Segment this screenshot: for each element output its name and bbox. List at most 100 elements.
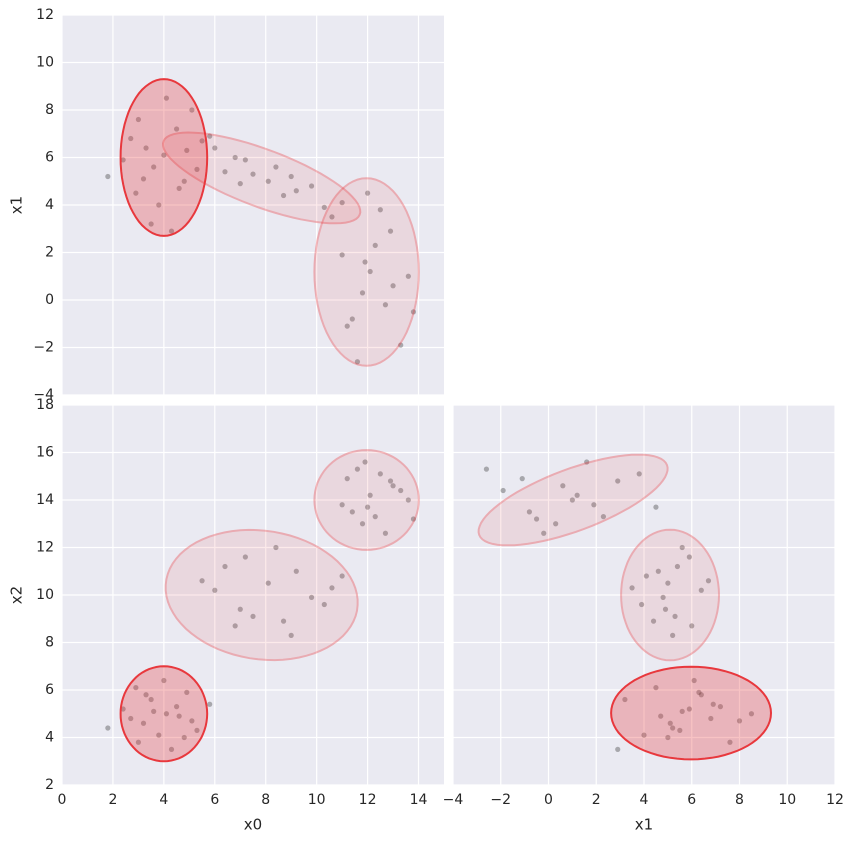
point xyxy=(641,732,647,738)
point xyxy=(691,677,697,684)
plot-area xyxy=(105,449,420,763)
point xyxy=(280,618,287,624)
point xyxy=(667,720,673,726)
x-tick-label: 4 xyxy=(640,792,649,808)
point xyxy=(143,145,149,151)
point xyxy=(273,544,279,551)
x-axis-label: x1 xyxy=(635,816,653,834)
point xyxy=(405,497,411,503)
point xyxy=(237,606,243,612)
y-tick-label: 16 xyxy=(36,445,54,461)
point xyxy=(541,530,547,536)
point xyxy=(354,359,361,365)
point xyxy=(410,516,417,522)
point xyxy=(574,492,580,498)
point xyxy=(705,578,712,584)
point xyxy=(288,173,294,180)
point xyxy=(736,718,743,724)
point xyxy=(161,677,167,684)
point xyxy=(377,471,383,477)
point xyxy=(148,221,154,227)
point xyxy=(143,692,149,698)
point xyxy=(387,478,394,484)
point xyxy=(151,708,157,714)
point xyxy=(273,164,279,170)
y-axis-label: x2 xyxy=(8,586,26,604)
y-tick-label: 12 xyxy=(36,540,54,556)
y-tick-label: 2 xyxy=(45,245,54,261)
point xyxy=(665,580,671,586)
x-tick-label: 0 xyxy=(58,792,67,808)
point xyxy=(181,734,187,741)
point xyxy=(140,720,147,726)
y-tick-label: 4 xyxy=(45,197,54,213)
point xyxy=(184,689,190,695)
point xyxy=(181,178,187,184)
point xyxy=(622,696,628,703)
point xyxy=(354,466,361,472)
y-tick-label: 6 xyxy=(45,682,54,698)
x-tick-label: 10 xyxy=(308,792,326,808)
point xyxy=(710,701,716,707)
point xyxy=(365,504,371,510)
y-tick-label: 10 xyxy=(36,587,54,603)
point xyxy=(405,273,411,279)
point xyxy=(174,704,180,710)
point xyxy=(560,483,566,489)
point xyxy=(105,173,111,180)
point xyxy=(639,601,645,608)
point xyxy=(670,632,676,638)
y-axis-label: x1 xyxy=(8,196,26,214)
point xyxy=(359,521,366,527)
point xyxy=(133,190,139,196)
point xyxy=(199,138,205,144)
point xyxy=(377,207,383,213)
point xyxy=(584,459,590,465)
x-tick-label: −4 xyxy=(443,792,464,808)
point xyxy=(643,573,649,579)
point xyxy=(349,316,355,322)
x-tick-label: 12 xyxy=(826,792,844,808)
point xyxy=(615,746,621,752)
point xyxy=(698,692,704,698)
point xyxy=(390,483,396,489)
x-tick-label: 2 xyxy=(108,792,117,808)
y-tick-label: 14 xyxy=(36,492,54,508)
y-tick-label: 4 xyxy=(45,730,54,746)
point xyxy=(362,259,368,265)
point xyxy=(553,521,559,527)
point xyxy=(362,459,368,465)
point xyxy=(344,323,350,329)
point xyxy=(655,568,661,574)
ellipse xyxy=(620,528,721,662)
ellipse xyxy=(119,78,209,237)
x-tick-label: 14 xyxy=(410,792,428,808)
point xyxy=(222,169,228,175)
x-tick-label: 0 xyxy=(544,792,553,808)
point xyxy=(365,190,371,196)
point xyxy=(398,342,404,348)
point xyxy=(120,157,126,163)
point xyxy=(128,135,134,142)
point xyxy=(519,476,525,482)
point xyxy=(265,580,271,586)
x-tick-label: −2 xyxy=(490,792,511,808)
point xyxy=(199,578,205,584)
point xyxy=(672,613,678,619)
point xyxy=(280,192,287,199)
point xyxy=(658,713,664,719)
y-tick-label: 10 xyxy=(36,55,54,71)
point xyxy=(176,713,182,719)
point xyxy=(689,623,695,629)
point xyxy=(329,214,335,220)
y-tick-label: −2 xyxy=(33,340,54,356)
point xyxy=(321,601,327,608)
x-tick-label: 4 xyxy=(159,792,168,808)
y-tick-label: 2 xyxy=(45,777,54,793)
point xyxy=(665,734,671,741)
panel: −4 −2 0 2 4 6 8 10 12 x1 xyxy=(8,7,444,403)
point xyxy=(650,618,657,624)
point xyxy=(483,466,490,472)
